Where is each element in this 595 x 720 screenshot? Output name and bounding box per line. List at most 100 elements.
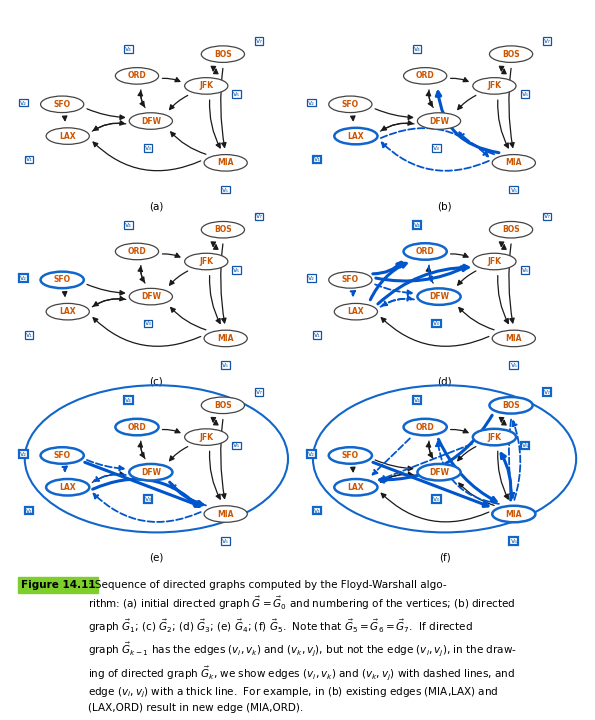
Ellipse shape	[115, 68, 159, 84]
Text: v₂: v₂	[20, 99, 27, 106]
Ellipse shape	[115, 419, 159, 436]
Text: (e): (e)	[149, 552, 164, 562]
Text: v₃: v₃	[433, 320, 440, 326]
Text: BOS: BOS	[214, 401, 231, 410]
Text: JFK: JFK	[199, 433, 213, 441]
Text: v₃: v₃	[145, 145, 152, 150]
Text: v₅: v₅	[222, 186, 229, 192]
Text: LAX: LAX	[60, 307, 76, 316]
Text: ORD: ORD	[127, 423, 146, 431]
Ellipse shape	[204, 330, 248, 347]
Text: v₅: v₅	[222, 538, 229, 544]
Ellipse shape	[334, 128, 377, 144]
Text: MIA: MIA	[217, 510, 234, 518]
Ellipse shape	[115, 243, 159, 260]
Text: JFK: JFK	[199, 257, 213, 266]
Text: DFW: DFW	[429, 468, 449, 477]
Ellipse shape	[46, 303, 89, 320]
Text: v₃: v₃	[433, 496, 440, 502]
Ellipse shape	[334, 479, 377, 495]
Ellipse shape	[46, 128, 89, 144]
Text: v₆: v₆	[521, 91, 528, 97]
Text: MIA: MIA	[217, 158, 234, 167]
Ellipse shape	[418, 113, 461, 130]
Text: MIA: MIA	[506, 158, 522, 167]
Text: v₄: v₄	[414, 397, 420, 403]
Text: SFO: SFO	[342, 451, 359, 460]
Ellipse shape	[184, 78, 228, 94]
Text: ORD: ORD	[416, 247, 434, 256]
Text: JFK: JFK	[487, 257, 502, 266]
Text: v₃: v₃	[433, 145, 440, 150]
Ellipse shape	[403, 419, 447, 436]
Text: v₄: v₄	[125, 397, 132, 403]
Text: SFO: SFO	[54, 451, 71, 460]
Ellipse shape	[40, 96, 84, 112]
Ellipse shape	[329, 271, 372, 288]
Text: v₆: v₆	[521, 443, 528, 449]
Text: v₁: v₁	[314, 332, 321, 338]
Ellipse shape	[201, 397, 245, 413]
Ellipse shape	[334, 303, 377, 320]
Text: v₆: v₆	[233, 443, 240, 449]
Text: v₃: v₃	[145, 320, 152, 326]
Ellipse shape	[418, 288, 461, 305]
Text: v₇: v₇	[255, 389, 262, 395]
Ellipse shape	[184, 253, 228, 270]
Text: DFW: DFW	[429, 117, 449, 125]
Text: v₇: v₇	[544, 389, 550, 395]
Text: v₁: v₁	[26, 332, 32, 338]
Text: v₄: v₄	[414, 46, 420, 52]
Ellipse shape	[329, 96, 372, 112]
Text: ORD: ORD	[416, 423, 434, 431]
Ellipse shape	[492, 155, 536, 171]
Text: v₁: v₁	[26, 508, 32, 513]
Text: SFO: SFO	[342, 100, 359, 109]
Text: BOS: BOS	[502, 401, 520, 410]
Text: (f): (f)	[439, 552, 450, 562]
Text: BOS: BOS	[214, 225, 231, 234]
Ellipse shape	[403, 68, 447, 84]
Text: (b): (b)	[437, 202, 452, 211]
Ellipse shape	[46, 479, 89, 495]
Text: v₅: v₅	[511, 538, 517, 544]
Text: v₅: v₅	[511, 362, 517, 368]
Text: v₇: v₇	[255, 37, 262, 44]
Ellipse shape	[418, 464, 461, 480]
Text: v₅: v₅	[222, 362, 229, 368]
Text: ORD: ORD	[416, 71, 434, 81]
Ellipse shape	[129, 464, 173, 480]
Text: LAX: LAX	[60, 482, 76, 492]
Text: ORD: ORD	[127, 247, 146, 256]
Ellipse shape	[40, 271, 84, 288]
Ellipse shape	[204, 155, 248, 171]
Ellipse shape	[129, 288, 173, 305]
Ellipse shape	[184, 429, 228, 446]
Text: DFW: DFW	[141, 292, 161, 301]
Text: JFK: JFK	[487, 81, 502, 91]
Text: v₂: v₂	[308, 451, 315, 456]
Text: v₆: v₆	[521, 267, 528, 273]
Text: (a): (a)	[149, 202, 164, 211]
Text: v₁: v₁	[314, 508, 321, 513]
Text: v₇: v₇	[544, 213, 550, 220]
Ellipse shape	[201, 222, 245, 238]
Text: LAX: LAX	[60, 132, 76, 140]
Ellipse shape	[490, 46, 533, 63]
Text: SFO: SFO	[54, 275, 71, 284]
Ellipse shape	[490, 222, 533, 238]
Text: BOS: BOS	[502, 225, 520, 234]
Text: v₂: v₂	[20, 275, 27, 282]
Text: MIA: MIA	[506, 510, 522, 518]
Text: LAX: LAX	[347, 307, 364, 316]
Text: v₁: v₁	[26, 156, 32, 163]
Text: v₆: v₆	[233, 91, 240, 97]
Ellipse shape	[403, 243, 447, 260]
Text: v₄: v₄	[125, 46, 132, 52]
Text: v₇: v₇	[544, 37, 550, 44]
Text: DFW: DFW	[141, 468, 161, 477]
Text: LAX: LAX	[347, 482, 364, 492]
Text: v₆: v₆	[233, 267, 240, 273]
Ellipse shape	[490, 397, 533, 413]
Ellipse shape	[329, 447, 372, 464]
